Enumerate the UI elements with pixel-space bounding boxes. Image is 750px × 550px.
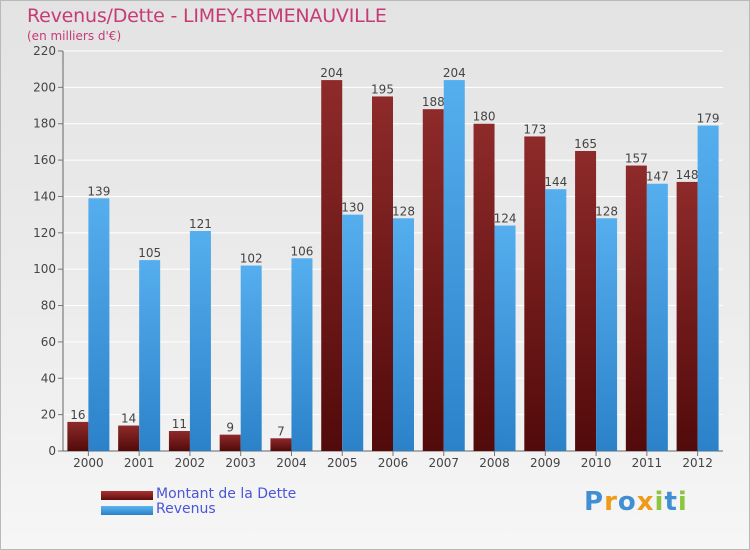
bar-dette bbox=[625, 165, 647, 451]
x-tick-label: 2008 bbox=[479, 456, 510, 470]
value-label-revenus: 102 bbox=[240, 252, 263, 266]
logo-letter: i bbox=[654, 487, 665, 517]
bar-revenus bbox=[646, 183, 668, 451]
bar-revenus bbox=[697, 125, 719, 451]
value-label-revenus: 204 bbox=[443, 66, 466, 80]
value-label-dette: 195 bbox=[371, 82, 394, 96]
bar-dette bbox=[372, 96, 393, 452]
value-label-dette: 157 bbox=[625, 152, 648, 166]
y-tick-label: 40 bbox=[41, 371, 56, 385]
bar-revenus bbox=[291, 258, 313, 451]
value-label-dette: 180 bbox=[473, 110, 496, 124]
value-label-revenus: 128 bbox=[392, 204, 415, 218]
bar-revenus bbox=[88, 198, 110, 451]
bar-dette bbox=[676, 181, 698, 451]
proxiti-logo: Proxiti bbox=[584, 487, 688, 517]
bar-dette bbox=[575, 151, 597, 451]
y-tick-label: 220 bbox=[33, 44, 56, 58]
y-tick-label: 160 bbox=[33, 153, 56, 167]
value-label-revenus: 147 bbox=[646, 170, 669, 184]
value-label-dette: 11 bbox=[172, 417, 187, 431]
x-tick-label: 2009 bbox=[530, 456, 561, 470]
y-tick-label: 80 bbox=[41, 299, 56, 313]
y-tick-label: 200 bbox=[33, 80, 56, 94]
y-tick-label: 0 bbox=[48, 444, 56, 458]
legend-label-revenus: Revenus bbox=[156, 501, 216, 517]
value-label-revenus: 179 bbox=[697, 112, 720, 126]
bar-revenus bbox=[393, 218, 414, 451]
x-tick-label: 2003 bbox=[225, 456, 256, 470]
x-tick-label: 2000 bbox=[73, 456, 104, 470]
value-label-dette: 148 bbox=[676, 168, 699, 182]
bar-dette bbox=[168, 431, 190, 451]
bar-revenus bbox=[545, 189, 567, 451]
value-label-revenus: 128 bbox=[595, 204, 618, 218]
x-tick-label: 2012 bbox=[682, 456, 713, 470]
bar-dette bbox=[118, 425, 140, 451]
value-label-dette: 14 bbox=[121, 412, 136, 426]
bar-dette bbox=[219, 434, 241, 451]
bar-revenus bbox=[596, 218, 618, 451]
bar-revenus bbox=[240, 265, 262, 451]
bar-revenus bbox=[189, 231, 211, 451]
value-label-dette: 188 bbox=[422, 95, 445, 109]
bar-dette bbox=[473, 123, 495, 452]
x-tick-label: 2001 bbox=[124, 456, 155, 470]
value-label-dette: 7 bbox=[277, 424, 285, 438]
value-label-dette: 16 bbox=[70, 408, 85, 422]
y-tick-label: 20 bbox=[41, 408, 56, 422]
bar-dette bbox=[67, 421, 89, 451]
y-tick-label: 60 bbox=[41, 335, 56, 349]
x-tick-label: 2006 bbox=[378, 456, 409, 470]
bar-dette bbox=[422, 109, 444, 451]
value-label-revenus: 105 bbox=[138, 246, 161, 260]
bar-dette bbox=[321, 80, 343, 451]
value-label-revenus: 124 bbox=[494, 212, 517, 226]
x-tick-label: 2002 bbox=[175, 456, 206, 470]
chart-title: Revenus/Dette - LIMEY-REMENAUVILLE bbox=[27, 5, 387, 27]
logo-letter: x bbox=[636, 487, 655, 517]
y-tick-label: 140 bbox=[33, 189, 56, 203]
bar-revenus bbox=[342, 214, 364, 451]
y-tick-label: 120 bbox=[33, 226, 56, 240]
x-tick-label: 2005 bbox=[327, 456, 358, 470]
bar-revenus bbox=[494, 225, 516, 451]
logo-letter: t bbox=[664, 487, 678, 517]
legend-swatch-revenus bbox=[101, 506, 153, 515]
value-label-revenus: 144 bbox=[544, 175, 567, 189]
bar-revenus bbox=[139, 260, 161, 451]
legend-swatch-dette bbox=[101, 491, 153, 500]
logo-letter: o bbox=[617, 487, 637, 517]
value-label-dette: 173 bbox=[523, 122, 546, 136]
bar-dette bbox=[270, 438, 292, 451]
bar-revenus bbox=[443, 80, 465, 451]
legend-label-dette: Montant de la Dette bbox=[156, 486, 297, 502]
logo-letter: i bbox=[677, 487, 688, 517]
value-label-revenus: 106 bbox=[291, 244, 314, 258]
x-tick-label: 2011 bbox=[632, 456, 663, 470]
value-label-revenus: 130 bbox=[341, 201, 364, 215]
value-label-revenus: 121 bbox=[189, 217, 212, 231]
value-label-revenus: 139 bbox=[87, 184, 110, 198]
logo-letter: r bbox=[604, 487, 618, 517]
logo-letter: P bbox=[584, 487, 605, 517]
x-tick-label: 2010 bbox=[581, 456, 612, 470]
y-tick-label: 180 bbox=[33, 117, 56, 131]
chart-subtitle: (en milliers d'€) bbox=[27, 29, 122, 43]
x-tick-label: 2004 bbox=[276, 456, 307, 470]
y-tick-label: 100 bbox=[33, 262, 56, 276]
value-label-dette: 204 bbox=[320, 66, 343, 80]
value-label-dette: 9 bbox=[226, 421, 234, 435]
value-label-dette: 165 bbox=[574, 137, 597, 151]
x-tick-label: 2007 bbox=[428, 456, 459, 470]
bar-dette bbox=[524, 136, 546, 452]
